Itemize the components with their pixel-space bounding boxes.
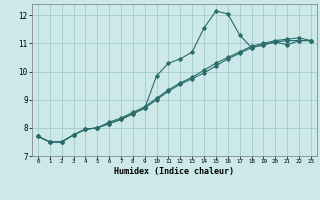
X-axis label: Humidex (Indice chaleur): Humidex (Indice chaleur) [115, 167, 234, 176]
